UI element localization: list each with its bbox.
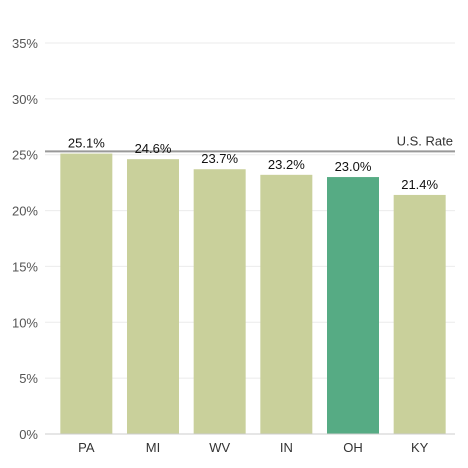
bar-mi (127, 159, 179, 434)
data-labels: 25.1% 24.6% 23.7% 23.2% 23.0% 21.4% (68, 136, 439, 192)
gridlines (45, 42, 455, 379)
y-axis-ticks: 0% 5% 10% 15% 20% 25% 30% 35% (12, 36, 38, 442)
bars (60, 153, 446, 435)
data-label-ky: 21.4% (401, 177, 438, 192)
bar-pa (60, 153, 113, 434)
bar-wv (193, 169, 246, 435)
category-label-pa: PA (78, 440, 95, 455)
category-label-mi: MI (146, 440, 160, 455)
category-label-wv: WV (209, 440, 230, 455)
y-tick-label: 15% (12, 259, 38, 274)
data-label-oh: 23.0% (335, 159, 372, 174)
bar-in (260, 174, 313, 434)
data-label-pa: 25.1% (68, 136, 105, 151)
us-rate-reference: U.S. Rate (45, 133, 455, 153)
y-tick-label: 10% (12, 315, 38, 330)
y-tick-label: 5% (19, 371, 38, 386)
y-tick-label: 35% (12, 36, 38, 51)
y-tick-label: 30% (12, 92, 38, 107)
y-tick-label: 25% (12, 148, 38, 163)
category-label-ky: KY (411, 440, 429, 455)
y-tick-label: 0% (19, 427, 38, 442)
category-label-oh: OH (343, 440, 363, 455)
data-label-in: 23.2% (268, 157, 305, 172)
bar-ky (393, 194, 446, 434)
x-axis-categories: PA MI WV IN OH KY (78, 440, 429, 455)
data-label-wv: 23.7% (201, 151, 238, 166)
us-rate-label: U.S. Rate (397, 133, 453, 148)
data-label-mi: 24.6% (135, 141, 172, 156)
bar-oh (327, 177, 379, 435)
category-label-in: IN (280, 440, 293, 455)
y-tick-label: 20% (12, 204, 38, 219)
